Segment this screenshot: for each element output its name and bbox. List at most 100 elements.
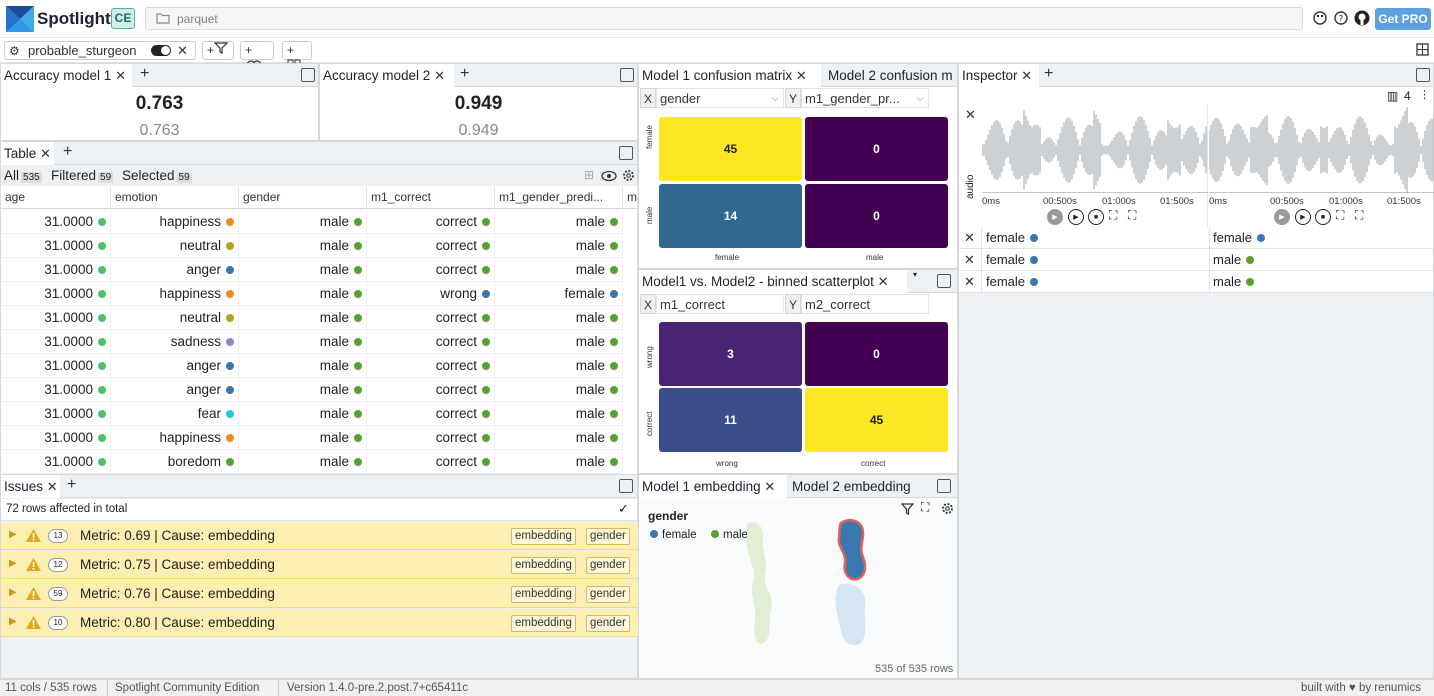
table-cell[interactable]: male <box>239 234 367 258</box>
table-cell[interactable]: female <box>495 282 623 306</box>
add-tab-icon[interactable]: + <box>140 65 150 82</box>
table-row[interactable] <box>1 306 637 330</box>
tab-overflow-icon[interactable]: ▾ <box>913 270 918 279</box>
table-cell[interactable]: correct <box>367 402 495 426</box>
check-icon[interactable]: ✓ <box>618 501 629 516</box>
waveform[interactable] <box>982 105 1208 193</box>
issue-tag[interactable]: embedding <box>511 557 576 574</box>
close-icon[interactable]: ✕ <box>795 68 807 83</box>
get-pro-button[interactable]: Get PRO <box>1375 8 1431 30</box>
table-cell[interactable]: 31.0000 <box>1 210 111 234</box>
tab-model-2-embedding[interactable]: Model 2 embedding <box>789 475 921 498</box>
table-cell[interactable]: male <box>239 354 367 378</box>
close-icon[interactable]: ✕ <box>965 107 976 122</box>
table-cell[interactable]: male <box>239 306 367 330</box>
play-icon[interactable]: ▶ <box>1295 209 1311 225</box>
table-cell[interactable]: male <box>239 450 367 474</box>
path-field[interactable] <box>145 7 1303 30</box>
table-cell[interactable]: correct <box>367 450 495 474</box>
matrix-cell[interactable]: 11 <box>659 388 802 452</box>
palette-icon[interactable] <box>1313 11 1327 25</box>
table-cell[interactable]: male <box>495 450 623 474</box>
table-row[interactable] <box>1 450 637 474</box>
issue-tag[interactable]: embedding <box>511 528 576 545</box>
table-cell[interactable]: 31.0000 <box>1 306 111 330</box>
y-column-select[interactable]: m2_correct <box>801 294 929 314</box>
fullscreen-icon[interactable]: ⛶ <box>1128 208 1137 222</box>
expand-icon[interactable]: ▶ <box>9 558 17 569</box>
table-cell[interactable]: 31.0000 <box>1 378 111 402</box>
play-icon[interactable]: ▶ <box>1047 209 1063 225</box>
expand-icon[interactable]: ▶ <box>9 529 17 540</box>
column-header[interactable]: m1_correct <box>367 186 495 209</box>
table-cell[interactable]: 31.0000 <box>1 402 111 426</box>
issue-tag[interactable]: gender <box>586 615 630 632</box>
tab-accuracy-model-1[interactable]: Accuracy model 1 ✕ <box>1 64 132 87</box>
close-icon[interactable]: ✕ <box>964 252 975 267</box>
inspector-row[interactable]: ✕ female female <box>959 227 1433 249</box>
play-icon[interactable]: ▶ <box>1274 209 1290 225</box>
expand-icon[interactable]: ▶ <box>9 616 17 627</box>
table-cell[interactable]: correct <box>367 234 495 258</box>
stop-icon[interactable]: ■ <box>1088 209 1104 225</box>
built-with-link[interactable]: built with ♥ by renumics <box>1301 682 1421 694</box>
issue-tag[interactable]: gender <box>586 528 630 545</box>
table-cell[interactable]: 31.0000 <box>1 258 111 282</box>
tab-inspector[interactable]: Inspector ✕ <box>959 64 1039 87</box>
table-cell[interactable]: wrong <box>367 282 495 306</box>
close-icon[interactable]: ✕ <box>764 479 776 494</box>
close-icon[interactable]: ✕ <box>877 274 889 289</box>
matrix-cell[interactable]: 0 <box>805 184 948 248</box>
table-cell[interactable]: boredom <box>111 450 239 474</box>
eye-icon[interactable] <box>601 170 617 182</box>
issue-row[interactable]: ▶ 12 Metric: 0.75 | Cause: embedding embedd… <box>1 551 638 579</box>
waveform[interactable] <box>1209 105 1434 193</box>
close-icon[interactable]: ✕ <box>434 68 445 83</box>
matrix-cell[interactable]: 0 <box>805 322 948 386</box>
table-cell[interactable]: 31.0000 <box>1 234 111 258</box>
issue-row[interactable]: ▶ 13 Metric: 0.69 | Cause: embedding embedd… <box>1 522 638 550</box>
add-column-icon[interactable]: ⊞ <box>584 168 595 182</box>
maximize-icon[interactable] <box>619 479 633 493</box>
tab-filtered[interactable]: Filtered 59 <box>51 168 114 183</box>
table-cell[interactable]: anger <box>111 378 239 402</box>
table-cell[interactable]: male <box>495 210 623 234</box>
issue-row[interactable]: ▶ 10 Metric: 0.80 | Cause: embedding embedd… <box>1 609 638 637</box>
table-row[interactable] <box>1 210 637 234</box>
inspector-row[interactable]: ✕ female male <box>959 271 1433 293</box>
close-icon[interactable]: ✕ <box>115 68 126 83</box>
table-row[interactable] <box>1 402 637 426</box>
table-cell[interactable]: correct <box>367 330 495 354</box>
table-cell[interactable]: male <box>495 378 623 402</box>
tab-model-1-confusion-matrix[interactable]: Model 1 confusion matrix ✕ <box>639 64 821 87</box>
table-cell[interactable]: male <box>239 426 367 450</box>
table-cell[interactable]: male <box>495 258 623 282</box>
expand-icon[interactable]: ▶ <box>9 587 17 598</box>
table-cell[interactable]: male <box>495 330 623 354</box>
table-cell[interactable]: happiness <box>111 282 239 306</box>
table-cell[interactable]: correct <box>367 306 495 330</box>
tab-selected[interactable]: Selected 59 <box>122 168 192 183</box>
issue-tag[interactable]: embedding <box>511 615 576 632</box>
table-cell[interactable]: correct <box>367 354 495 378</box>
close-icon[interactable]: ✕ <box>964 230 975 245</box>
table-cell[interactable]: correct <box>367 258 495 282</box>
close-icon[interactable]: ✕ <box>46 479 58 494</box>
matrix-cell[interactable]: 45 <box>659 117 802 181</box>
table-cell[interactable]: correct <box>367 378 495 402</box>
table-row[interactable] <box>1 258 637 282</box>
table-cell[interactable]: happiness <box>111 210 239 234</box>
column-header[interactable]: age <box>1 186 111 209</box>
close-icon[interactable]: ✕ <box>1021 68 1033 83</box>
fullscreen-icon[interactable]: ⛶ <box>1355 208 1364 222</box>
table-cell[interactable]: male <box>495 402 623 426</box>
filter-icon[interactable] <box>901 503 914 515</box>
maximize-icon[interactable] <box>937 274 951 288</box>
table-row[interactable] <box>1 354 637 378</box>
table-row[interactable] <box>1 378 637 402</box>
close-icon[interactable]: ✕ <box>40 146 51 161</box>
close-icon[interactable]: ✕ <box>177 43 188 58</box>
add-group-button[interactable]: + <box>282 41 312 71</box>
table-cell[interactable]: male <box>239 282 367 306</box>
dataset-filter-pill[interactable]: ⚙ probable_sturgeon ✕ <box>4 41 196 60</box>
